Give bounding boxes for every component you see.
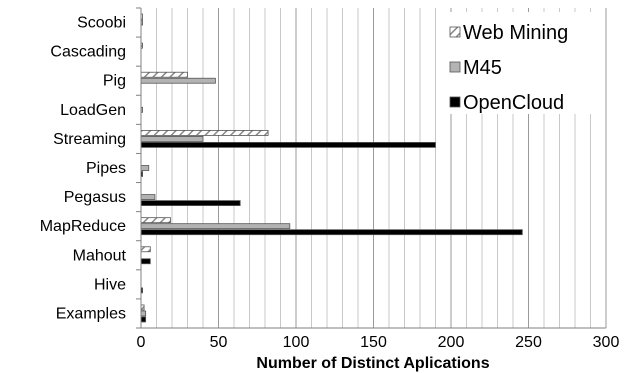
bar-opencloud-pegasus bbox=[140, 200, 241, 206]
bar-web-mining-mahout bbox=[140, 246, 151, 253]
x-tick-label: 50 bbox=[210, 334, 228, 351]
legend-label: M45 bbox=[463, 57, 502, 79]
legend-swatch-web-mining bbox=[449, 26, 461, 38]
bar-opencloud-mapreduce bbox=[140, 229, 523, 236]
legend-box bbox=[441, 12, 604, 114]
category-label: Hive bbox=[94, 276, 126, 293]
x-tick-label: 250 bbox=[515, 334, 542, 351]
category-label: Streaming bbox=[53, 131, 126, 148]
axes bbox=[136, 7, 606, 329]
legend-swatch-opencloud bbox=[449, 96, 461, 108]
bar-web-mining-mapreduce bbox=[140, 217, 171, 224]
bar-opencloud-examples bbox=[140, 316, 147, 323]
legend-label: Web Mining bbox=[463, 22, 568, 44]
x-tick-labels: 0 50 100 150 200 250 300 bbox=[137, 334, 620, 351]
x-tick-label: 150 bbox=[360, 334, 387, 351]
category-labels: Scoobi Cascading Pig LoadGen Streaming Pipes P… bbox=[40, 15, 127, 323]
vertical-gridlines bbox=[156, 8, 607, 328]
bar-opencloud-mahout bbox=[140, 258, 151, 265]
category-label: Pipes bbox=[86, 160, 126, 177]
bar-m45-pipes bbox=[140, 165, 150, 171]
x-tick-label: 100 bbox=[283, 334, 310, 351]
bar-web-mining-pig bbox=[140, 71, 188, 78]
category-label: Mahout bbox=[73, 247, 127, 264]
legend: Web Mining M45 OpenCloud bbox=[441, 12, 604, 114]
legend-swatch-m45 bbox=[449, 61, 461, 73]
bar-m45-mapreduce bbox=[140, 223, 291, 230]
bar-m45-pegasus bbox=[140, 194, 156, 200]
category-label: MapReduce bbox=[40, 218, 126, 235]
category-label: Examples bbox=[56, 305, 126, 322]
bar-m45-examples bbox=[140, 310, 147, 317]
bar-m45-pig bbox=[140, 77, 216, 84]
legend-label: OpenCloud bbox=[463, 92, 564, 114]
category-label: Pegasus bbox=[64, 189, 126, 206]
category-label: Scoobi bbox=[77, 15, 126, 32]
x-tick-label: 200 bbox=[438, 334, 465, 351]
x-tick-label: 300 bbox=[593, 334, 620, 351]
bar-m45-streaming bbox=[140, 136, 204, 142]
bar-opencloud-streaming bbox=[140, 142, 436, 148]
x-tick-label: 0 bbox=[137, 334, 146, 351]
category-label: Pig bbox=[103, 73, 126, 90]
category-label: LoadGen bbox=[60, 102, 126, 119]
category-label: Cascading bbox=[50, 44, 126, 61]
x-axis-title: Number of Distinct Aplications bbox=[256, 355, 489, 372]
bar-web-mining-streaming bbox=[140, 130, 269, 136]
